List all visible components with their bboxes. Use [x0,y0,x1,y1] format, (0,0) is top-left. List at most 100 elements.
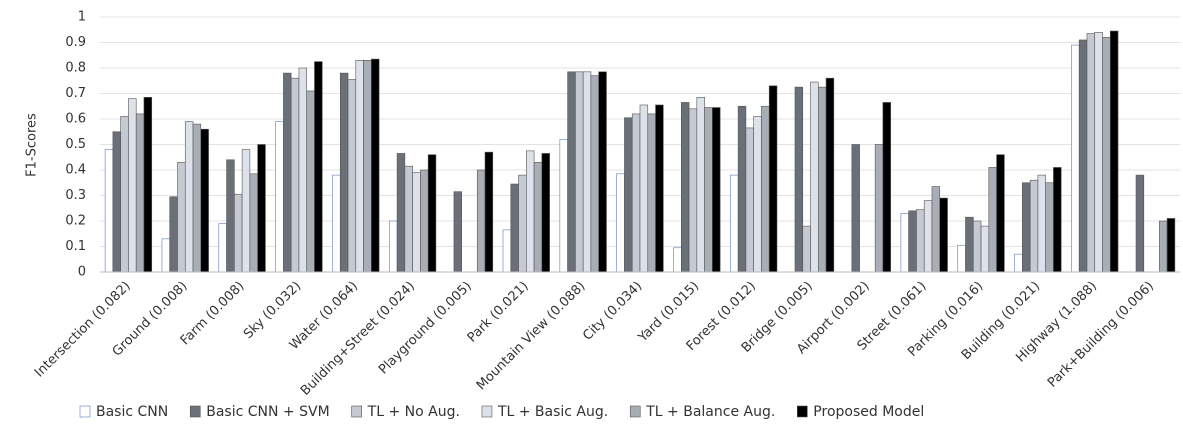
bar [1045,182,1054,273]
legend-label: TL + Basic Aug. [497,404,608,420]
bar [1086,33,1096,273]
bar [332,174,341,273]
bar [1135,174,1145,273]
x-tick-label: Building+Street (0.024) [298,279,418,399]
legend-swatch [351,405,362,418]
bar [712,107,721,273]
bar [817,86,827,273]
bar [900,213,909,273]
bar [112,131,121,273]
bar [420,169,429,273]
bar [681,102,690,273]
legend-label: Basic CNN + SVM [206,404,329,420]
bar [476,169,486,273]
bar [347,79,357,273]
y-axis-title: F1-Scores [25,113,40,177]
bar [647,113,656,273]
bar [404,165,413,273]
y-tick-label: 0 [78,265,86,280]
bar [1014,253,1023,273]
y-tick-label: 0.6 [65,112,86,127]
y-tick-label: 0.1 [65,239,86,254]
bar [753,116,762,273]
bar [290,77,300,273]
bar [371,58,380,273]
bar [226,159,235,273]
bar [128,98,137,273]
bar [355,60,364,273]
y-tick-label: 0.7 [65,86,86,101]
bar [502,229,512,273]
bar [169,196,178,273]
bar [1037,174,1046,273]
bar [453,191,463,273]
x-tick-label: Intersection (0.082) [32,279,134,381]
y-tick-label: 0.5 [65,137,86,152]
bar [965,216,974,273]
bar [794,86,804,273]
bar [249,173,258,273]
bar [810,81,819,273]
bar [590,75,599,273]
bar [704,107,713,273]
bar [737,105,747,273]
bar [673,247,682,273]
bar [988,167,997,273]
legend-label: Basic CNN [96,404,168,420]
legend-label: Proposed Model [813,404,924,420]
bar [616,173,625,273]
bar [396,153,406,273]
bar [916,209,925,273]
bar [957,244,966,273]
x-tick-label: Sky (0.032) [241,279,304,342]
legend-swatch [629,405,641,418]
bar [802,225,811,273]
bar [923,200,933,273]
bar [533,162,543,273]
bar [234,193,243,273]
bar [874,144,884,273]
bar [931,186,941,273]
bar [298,67,308,273]
bar [143,97,153,273]
bar [484,151,494,273]
bar [541,153,550,273]
bar [389,220,398,273]
bar [1159,220,1168,273]
bar [1109,30,1119,273]
bar [120,116,129,273]
bar [851,144,860,273]
bar [363,60,372,273]
bar [1166,218,1176,273]
legend-label: TL + Balance Aug. [645,404,775,420]
bar [283,72,292,273]
bar [161,238,171,273]
bar [655,104,664,273]
bar [688,108,698,273]
bar [624,117,633,273]
bar [575,71,584,273]
bar [192,123,202,273]
bar [639,104,649,273]
bar [1071,44,1080,273]
bar [567,71,576,273]
bar [761,105,770,273]
bar [631,113,641,273]
bar [980,225,990,273]
bar [177,162,186,273]
bar [526,150,535,273]
bar [696,97,705,273]
bar [582,71,592,273]
bar [1102,37,1111,273]
bar [939,197,948,273]
bar [200,128,209,273]
x-tick-label: Park+Building (0.006) [1045,279,1157,391]
y-tick-label: 0.4 [65,163,86,178]
bar [598,71,607,273]
bar [559,139,568,273]
bar [135,113,145,273]
bar [1053,167,1062,273]
bar [412,172,421,273]
legend-label: TL + No Aug. [367,404,460,420]
